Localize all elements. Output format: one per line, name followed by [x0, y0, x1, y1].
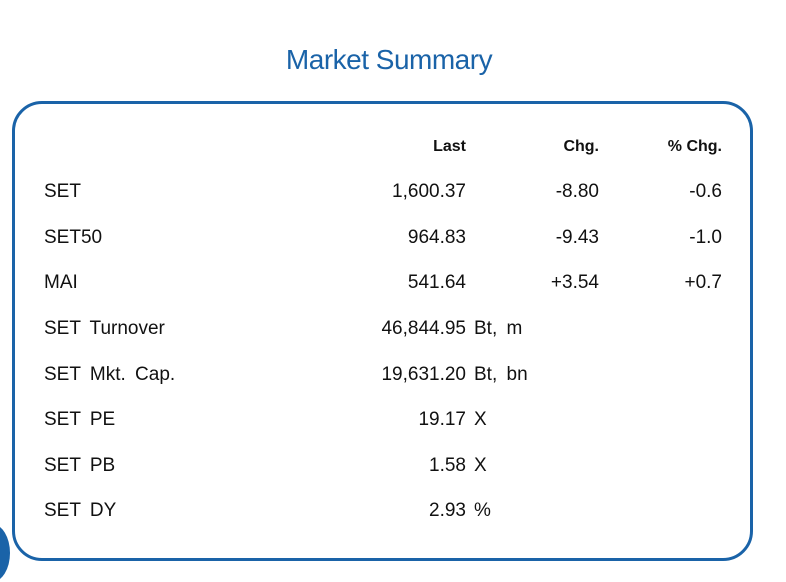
row-chg: -9.43	[555, 227, 599, 248]
row-pct-chg: -1.0	[689, 227, 722, 248]
row-label: SET DY	[44, 500, 117, 521]
row-label: SET PE	[44, 409, 116, 430]
row-label: SET50	[44, 227, 103, 248]
row-last: 19.17	[418, 409, 466, 430]
row-unit: %	[474, 500, 491, 521]
row-last: 541.64	[407, 272, 466, 293]
column-header-last: Last	[433, 138, 466, 155]
row-label: SET Turnover	[44, 318, 165, 339]
row-unit: Bt, m	[474, 318, 523, 339]
row-chg: +3.54	[550, 272, 599, 293]
row-pct-chg: -0.6	[689, 181, 722, 202]
row-chg: -8.80	[555, 181, 599, 202]
page-title: Market Summary	[285, 44, 493, 75]
row-label: MAI	[44, 272, 78, 293]
row-last: 1,600.37	[392, 181, 466, 202]
row-last: 19,631.20	[381, 364, 466, 385]
row-label: SET PB	[44, 455, 116, 476]
row-last: 964.83	[407, 227, 466, 248]
row-pct-chg: +0.7	[684, 272, 722, 293]
row-unit: Bt, bn	[474, 364, 528, 385]
column-header-pct-chg: % Chg.	[667, 138, 722, 155]
summary-panel	[12, 101, 753, 561]
row-unit: X	[474, 455, 487, 476]
row-last: 46,844.95	[381, 318, 466, 339]
corner-decoration	[0, 524, 10, 582]
column-header-chg: Chg.	[563, 138, 599, 155]
row-label: SET	[44, 181, 81, 202]
row-last: 2.93	[429, 500, 466, 521]
row-label: SET Mkt. Cap.	[44, 364, 176, 385]
row-last: 1.58	[429, 455, 466, 476]
row-unit: X	[474, 409, 487, 430]
